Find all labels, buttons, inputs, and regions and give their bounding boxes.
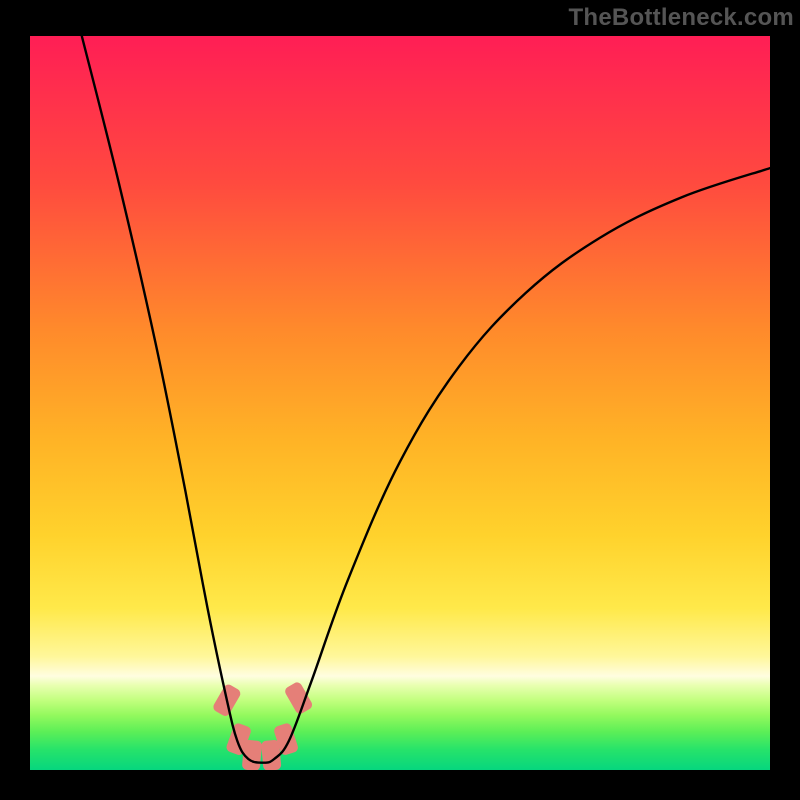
- plot-area: [30, 36, 770, 770]
- frame-border-bottom: [0, 770, 800, 800]
- chart-stage: TheBottleneck.com: [0, 0, 800, 800]
- watermark-text: TheBottleneck.com: [569, 4, 794, 32]
- frame-border-right: [770, 0, 800, 800]
- bottleneck-curve: [82, 36, 770, 763]
- frame-border-left: [0, 0, 30, 800]
- chart-svg: [30, 36, 770, 770]
